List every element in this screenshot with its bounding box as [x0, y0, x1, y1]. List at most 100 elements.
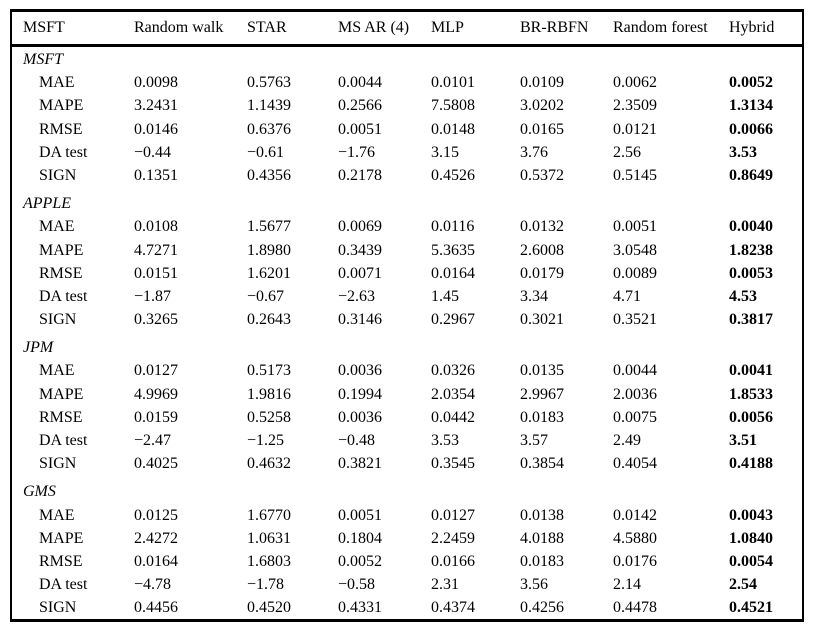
metric-label: MAPE	[39, 529, 84, 547]
table-row: RMSE 0.0159 0.5258 0.0036 0.0442 0.0183 0.0075…	[12, 406, 802, 429]
value-cell: 3.53	[431, 432, 459, 449]
table-row: RMSE 0.0146 0.6376 0.0051 0.0148 0.0165 0.0121…	[12, 118, 802, 141]
value-cell: 2.49	[613, 432, 641, 449]
value-cell: −0.58	[338, 576, 376, 594]
value-cell: 0.0098	[134, 74, 178, 92]
table-row: RMSE 0.0151 1.6201 0.0071 0.0164 0.0179 0.0089…	[12, 262, 802, 285]
metric-label: MAPE	[39, 97, 84, 115]
value-cell: 0.0166	[431, 552, 475, 570]
value-cell: 0.0135	[520, 362, 564, 380]
metric-label: SIGN	[39, 455, 77, 473]
value-cell: 0.0164	[134, 552, 178, 570]
value-cell: −1.78	[247, 576, 285, 594]
value-cell: 3.53	[729, 143, 757, 161]
table-row: DA test −1.87 −0.67 −2.63 1.45 3.34 4.71 4.53	[12, 285, 802, 308]
value-cell: 0.0164	[431, 264, 475, 282]
value-cell: 0.4188	[729, 455, 773, 473]
value-cell: 0.0054	[729, 552, 773, 570]
table-row: MAE 0.0108 1.5677 0.0069 0.0116 0.0132 0.0051 0…	[12, 215, 802, 238]
value-cell: 0.2643	[247, 311, 291, 329]
value-cell: 0.0159	[134, 408, 178, 426]
metric-label: MAPE	[39, 385, 84, 403]
table-row: MAPE 4.9969 1.9816 0.1994 2.0354 2.9967 2.0036…	[12, 383, 802, 406]
value-cell: 0.4478	[613, 599, 657, 617]
value-cell: 0.0179	[520, 264, 564, 282]
value-cell: 0.2178	[338, 166, 382, 184]
value-cell: 0.0146	[134, 120, 178, 138]
table-row: MAPE 4.7271 1.8980 0.3439 5.3635 2.6008 3.0548…	[12, 239, 802, 262]
table-row: MAPE 2.4272 1.0631 0.1804 2.2459 4.0188 4.5880…	[12, 527, 802, 550]
value-cell: 0.0075	[613, 408, 657, 426]
metric-label: MAE	[39, 218, 75, 236]
value-cell: 0.4521	[729, 599, 773, 617]
value-cell: 0.0056	[729, 408, 773, 426]
metric-label: RMSE	[39, 552, 83, 570]
value-cell: 0.0071	[338, 264, 382, 282]
value-cell: 0.0148	[431, 120, 475, 138]
value-cell: 0.0183	[520, 408, 564, 426]
value-cell: 0.4256	[520, 599, 564, 617]
value-cell: 3.56	[520, 576, 548, 594]
value-cell: 0.0176	[613, 552, 657, 570]
metric-label: DA test	[39, 432, 88, 449]
value-cell: 0.0142	[613, 506, 657, 524]
value-cell: 2.0036	[613, 385, 657, 403]
table-row: SIGN 0.1351 0.4356 0.2178 0.4526 0.5372 0.5145…	[12, 164, 802, 187]
metric-label: RMSE	[39, 120, 83, 138]
value-cell: 0.0052	[729, 74, 773, 92]
value-cell: 0.5372	[520, 166, 564, 184]
metric-label: MAE	[39, 506, 75, 524]
table-row: SIGN 0.4025 0.4632 0.3821 0.3545 0.3854 0.4054…	[12, 452, 802, 475]
value-cell: 0.0062	[613, 74, 657, 92]
value-cell: 1.8238	[729, 241, 773, 259]
group-row: MSFT	[12, 48, 802, 71]
value-cell: 0.0442	[431, 408, 475, 426]
value-cell: 4.71	[613, 287, 641, 305]
header-cell-star: STAR	[247, 19, 287, 36]
value-cell: 0.0108	[134, 218, 178, 236]
value-cell: 3.0202	[520, 97, 564, 115]
metric-label: MAE	[39, 362, 75, 380]
value-cell: −0.67	[247, 287, 285, 305]
metric-label: SIGN	[39, 599, 77, 617]
table-row: DA test −2.47 −1.25 −0.48 3.53 3.57 2.49 3.51	[12, 429, 802, 452]
value-cell: 0.0183	[520, 552, 564, 570]
value-cell: 0.3265	[134, 311, 178, 329]
value-cell: 0.0326	[431, 362, 475, 380]
value-cell: 0.0138	[520, 506, 564, 524]
header-cell-hybrid: Hybrid	[729, 19, 775, 36]
value-cell: 0.0041	[729, 362, 773, 380]
value-cell: 4.5880	[613, 529, 657, 547]
value-cell: 3.15	[431, 143, 459, 161]
table-row: MAPE 3.2431 1.1439 0.2566 7.5808 3.0202 2.3509…	[12, 94, 802, 117]
value-cell: 1.6803	[247, 552, 291, 570]
value-cell: −0.61	[247, 143, 285, 161]
value-cell: 0.0069	[338, 218, 382, 236]
value-cell: −0.48	[338, 432, 376, 449]
value-cell: 2.56	[613, 143, 641, 161]
value-cell: 0.4054	[613, 455, 657, 473]
value-cell: 0.4374	[431, 599, 475, 617]
value-cell: 0.4356	[247, 166, 291, 184]
value-cell: 0.0109	[520, 74, 564, 92]
value-cell: 0.1994	[338, 385, 382, 403]
value-cell: 3.57	[520, 432, 548, 449]
header-cell-msft: MSFT	[23, 19, 65, 36]
value-cell: 0.0053	[729, 264, 773, 282]
value-cell: −1.76	[338, 143, 376, 161]
value-cell: −2.63	[338, 287, 376, 305]
value-cell: 7.5808	[431, 97, 475, 115]
value-cell: 3.51	[729, 432, 757, 449]
value-cell: 3.34	[520, 287, 548, 305]
value-cell: −4.78	[134, 576, 172, 594]
group-row: JPM	[12, 336, 802, 359]
value-cell: 2.4272	[134, 529, 178, 547]
value-cell: 0.0125	[134, 506, 178, 524]
value-cell: 4.0188	[520, 529, 564, 547]
value-cell: 2.9967	[520, 385, 564, 403]
value-cell: 0.0036	[338, 408, 382, 426]
value-cell: 0.5173	[247, 362, 291, 380]
value-cell: 3.76	[520, 143, 548, 161]
value-cell: 0.8649	[729, 166, 773, 184]
group-label: JPM	[23, 339, 54, 357]
